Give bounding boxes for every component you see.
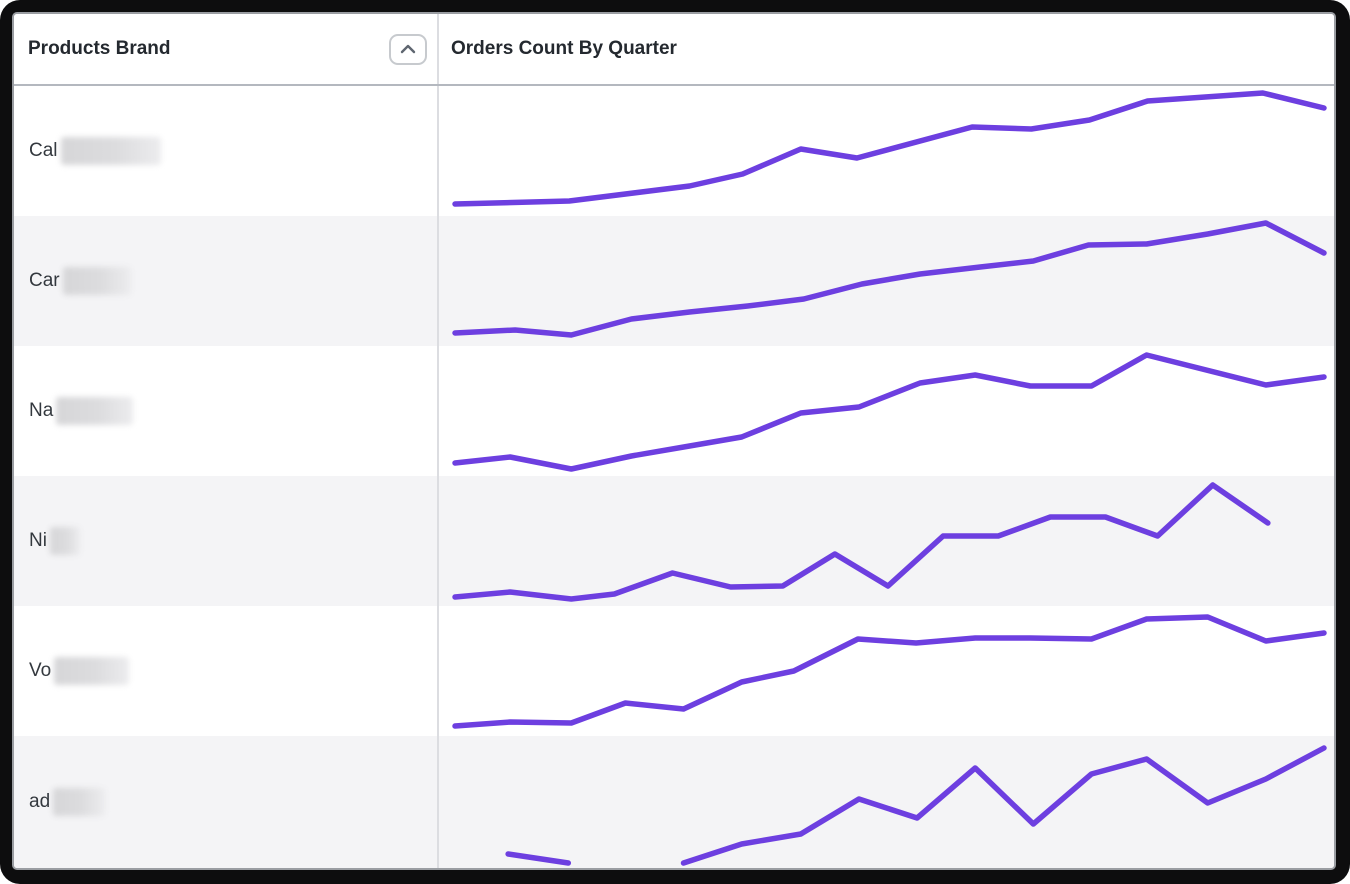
brand-cell[interactable]: Cal — [14, 86, 439, 216]
sparkline-cell — [439, 736, 1334, 868]
brand-prefix-text: Na — [29, 400, 54, 421]
brand-prefix-text: Vo — [29, 660, 52, 681]
table-row[interactable]: Na — [14, 346, 1334, 476]
brand-cell[interactable]: Na — [14, 346, 439, 476]
table-row[interactable]: ad — [14, 736, 1334, 868]
brand-cell[interactable]: Vo — [14, 606, 439, 736]
redacted-brand-blur — [60, 137, 161, 165]
column-header-products-brand[interactable]: Products Brand — [14, 14, 439, 84]
products-brand-header-label: Products Brand — [28, 38, 171, 59]
column-header-orders-count: Orders Count By Quarter — [439, 14, 1334, 84]
chevron-up-icon — [398, 42, 418, 56]
sort-button[interactable] — [389, 33, 427, 65]
brand-cell[interactable]: ad — [14, 736, 439, 868]
sparkline — [452, 90, 1327, 207]
redacted-brand-blur — [56, 397, 134, 425]
table-row[interactable]: Ni — [14, 476, 1334, 606]
redacted-brand-blur — [53, 788, 106, 816]
sparkline-cell — [439, 346, 1334, 476]
brand-prefix-text: Cal — [29, 140, 58, 161]
brand-prefix-text: Ni — [29, 530, 47, 551]
sparkline — [452, 220, 1327, 338]
results-table: Products Brand Orders Count By Quarter C… — [12, 12, 1336, 870]
sparkline — [505, 745, 1327, 866]
sparkline-cell — [439, 216, 1334, 346]
table-row[interactable]: Cal — [14, 86, 1334, 216]
sparkline-cell — [439, 476, 1334, 606]
brand-cell[interactable]: Ni — [14, 476, 439, 606]
sparkline-cell — [439, 86, 1334, 216]
table-body: Cal Car Na Ni Vo ad — [14, 86, 1334, 868]
table-row[interactable]: Car — [14, 216, 1334, 346]
sparkline-cell — [439, 606, 1334, 736]
sparkline — [452, 352, 1327, 472]
table-row[interactable]: Vo — [14, 606, 1334, 736]
sparkline — [452, 482, 1271, 602]
redacted-brand-blur — [54, 657, 130, 685]
brand-cell[interactable]: Car — [14, 216, 439, 346]
brand-prefix-text: ad — [29, 791, 51, 812]
orders-count-header-label: Orders Count By Quarter — [451, 38, 677, 59]
redacted-brand-blur — [62, 267, 131, 295]
sparkline — [452, 614, 1327, 729]
table-header-row: Products Brand Orders Count By Quarter — [14, 14, 1334, 86]
brand-prefix-text: Car — [29, 270, 60, 291]
redacted-brand-blur — [49, 527, 80, 555]
